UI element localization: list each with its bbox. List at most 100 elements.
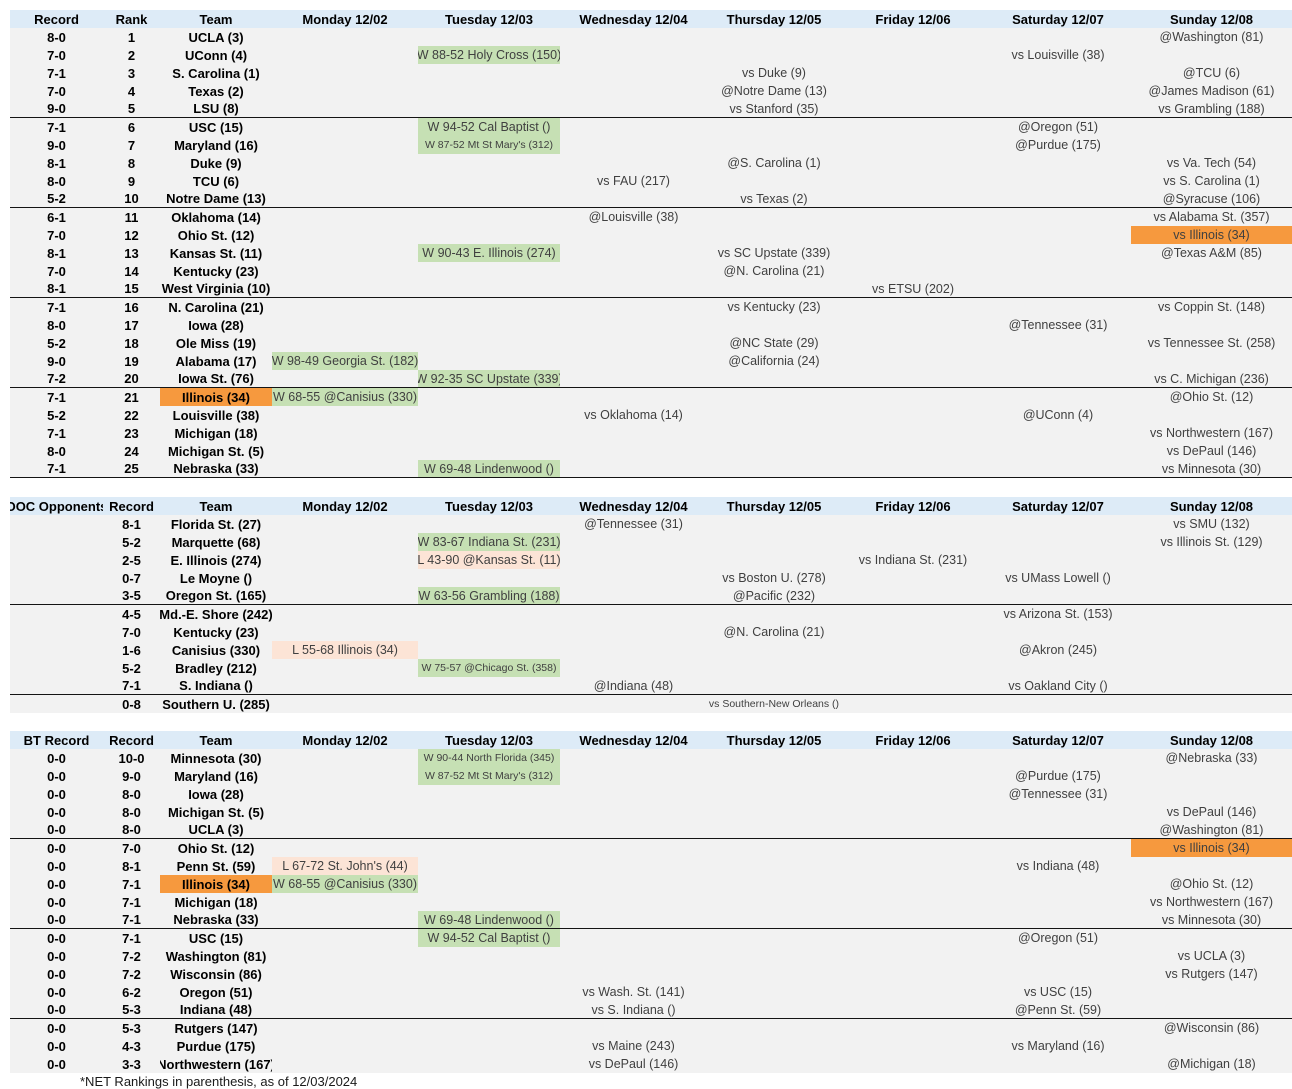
team-cell[interactable]: S. Indiana () [179, 678, 253, 693]
game-cell[interactable]: vs Texas (2) [740, 191, 808, 206]
empty-cell[interactable] [707, 641, 841, 659]
record-cell[interactable]: 5-3 [122, 1002, 141, 1017]
empty-cell[interactable] [841, 875, 985, 893]
game-cell[interactable]: W 75-57 @Chicago St. (358) [418, 659, 560, 677]
game-cell[interactable]: W 92-35 SC Upstate (339) [418, 370, 560, 387]
empty-cell[interactable] [272, 1001, 418, 1018]
game-cell[interactable]: vs Louisville (38) [1011, 48, 1105, 62]
empty-cell[interactable] [985, 28, 1131, 46]
column-header-ooc-opponents[interactable]: OOC Opponents [10, 498, 103, 514]
empty-cell[interactable] [1131, 605, 1292, 623]
empty-cell[interactable] [560, 190, 707, 207]
record-cell[interactable]: 10-0 [118, 750, 145, 766]
empty-cell[interactable] [1131, 767, 1292, 785]
team-cell[interactable]: Nebraska (33) [173, 461, 259, 476]
game-cell[interactable]: vs Va. Tech (54) [1166, 156, 1257, 170]
game-cell[interactable]: L 43-90 @Kansas St. (11) [418, 551, 560, 569]
column-header-day[interactable]: Monday 12/02 [302, 732, 388, 748]
game-cell[interactable]: vs Southern-New Orleans () [708, 698, 840, 710]
empty-cell[interactable] [418, 28, 560, 46]
column-header-day[interactable]: Wednesday 12/04 [579, 11, 688, 27]
rank-cell[interactable]: 22 [124, 407, 139, 423]
empty-cell[interactable] [560, 64, 707, 82]
record-cell[interactable]: 7-1 [47, 299, 66, 315]
team-cell[interactable]: Kentucky (23) [173, 263, 259, 279]
empty-cell[interactable] [418, 190, 560, 207]
column-header-day[interactable]: Sunday 12/08 [1169, 11, 1254, 27]
empty-cell[interactable] [707, 136, 841, 154]
team-cell[interactable]: Nebraska (33) [173, 912, 259, 927]
team-cell[interactable]: Alabama (17) [175, 353, 257, 369]
empty-cell[interactable] [560, 460, 707, 477]
empty-cell[interactable] [418, 334, 560, 352]
record-cell[interactable]: 7-1 [122, 930, 141, 946]
game-cell[interactable]: @Syracuse (106) [1162, 191, 1261, 206]
empty-cell[interactable] [560, 100, 707, 117]
rank-cell[interactable]: 13 [124, 245, 139, 261]
empty-cell[interactable] [841, 442, 985, 460]
team-cell[interactable]: Maryland (16) [174, 137, 258, 153]
rank-cell[interactable]: 11 [124, 209, 139, 225]
empty-cell[interactable] [418, 857, 560, 875]
record-cell[interactable]: 7-1 [122, 876, 141, 892]
column-header-day[interactable]: Sunday 12/08 [1169, 732, 1254, 748]
record-cell[interactable]: 7-2 [122, 948, 141, 964]
empty-cell[interactable] [707, 947, 841, 965]
team-cell[interactable]: UConn (4) [184, 47, 248, 63]
empty-cell[interactable] [841, 298, 985, 316]
empty-cell[interactable] [560, 388, 707, 406]
empty-cell[interactable] [985, 298, 1131, 316]
column-header-day[interactable]: Thursday 12/05 [726, 498, 822, 514]
empty-cell[interactable] [418, 695, 560, 713]
empty-cell[interactable] [707, 677, 841, 694]
team-cell[interactable]: Michigan St. (5) [167, 804, 265, 820]
empty-cell[interactable] [707, 1037, 841, 1055]
empty-cell[interactable] [841, 947, 985, 965]
empty-cell[interactable] [272, 298, 418, 316]
game-cell[interactable]: @Tennessee (31) [1008, 318, 1108, 332]
empty-cell[interactable] [841, 605, 985, 623]
empty-cell[interactable] [1131, 641, 1292, 659]
empty-cell[interactable] [985, 893, 1131, 911]
empty-cell[interactable] [841, 839, 985, 857]
empty-cell[interactable] [272, 1037, 418, 1055]
empty-cell[interactable] [560, 46, 707, 64]
empty-cell[interactable] [1131, 785, 1292, 803]
empty-cell[interactable] [985, 659, 1131, 677]
game-cell[interactable]: @Ohio St. (12) [1169, 877, 1254, 891]
empty-cell[interactable] [985, 82, 1131, 100]
empty-cell[interactable] [985, 442, 1131, 460]
team-cell[interactable]: Iowa (28) [188, 786, 244, 802]
record-cell[interactable]: 0-8 [122, 696, 141, 712]
empty-cell[interactable] [272, 947, 418, 965]
empty-cell[interactable] [841, 623, 985, 641]
empty-cell[interactable] [560, 226, 707, 244]
empty-cell[interactable] [841, 569, 985, 587]
rank-cell[interactable]: 2 [127, 47, 136, 63]
empty-cell[interactable] [560, 82, 707, 100]
empty-cell[interactable] [707, 118, 841, 136]
team-cell[interactable]: Indiana (48) [179, 1002, 253, 1017]
empty-cell[interactable] [272, 100, 418, 117]
empty-cell[interactable] [272, 785, 418, 803]
empty-cell[interactable] [272, 406, 418, 424]
empty-cell[interactable] [985, 803, 1131, 821]
empty-cell[interactable] [707, 226, 841, 244]
game-cell[interactable]: vs SC Upstate (339) [717, 246, 831, 260]
empty-cell[interactable] [418, 947, 560, 965]
empty-cell[interactable] [272, 1055, 418, 1073]
empty-cell[interactable] [985, 334, 1131, 352]
empty-cell[interactable] [841, 262, 985, 280]
empty-cell[interactable] [560, 767, 707, 785]
team-cell[interactable]: Wisconsin (86) [170, 966, 262, 982]
record-cell[interactable]: 8-0 [47, 317, 66, 333]
empty-cell[interactable] [418, 388, 560, 406]
empty-cell[interactable] [272, 1019, 418, 1037]
game-cell[interactable]: @Indiana (48) [593, 678, 674, 693]
empty-cell[interactable] [272, 605, 418, 623]
game-cell[interactable]: @California (24) [728, 354, 820, 368]
empty-cell[interactable] [272, 370, 418, 387]
empty-cell[interactable] [707, 821, 841, 838]
game-cell[interactable]: @Oregon (51) [1017, 931, 1099, 945]
team-cell[interactable]: Michigan (18) [174, 894, 258, 910]
